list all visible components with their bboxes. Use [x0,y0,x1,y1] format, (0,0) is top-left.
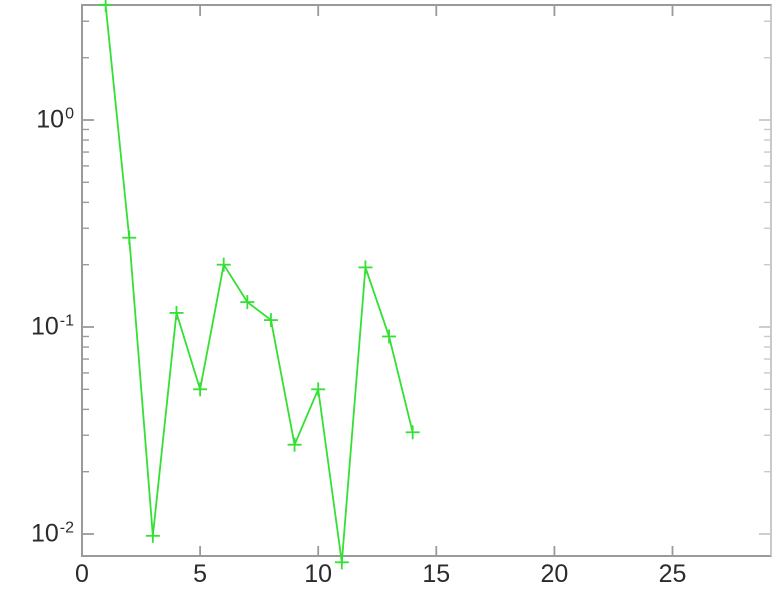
y-axis-minor-ticks [82,20,89,473]
x-tick-label-5: 5 [193,560,208,588]
x-tick-label-15: 15 [422,560,451,588]
x-tick-label-20: 20 [540,560,569,588]
y-tick-label-1e0: 100 [36,105,74,134]
y-axis-tick-labels: 100 10-1 10-2 [0,0,74,600]
data-point-marker [358,260,373,275]
data-point-marker [287,437,302,452]
data-point-marker [405,425,420,440]
x-axis-major-ticks [81,546,674,557]
x-tick-label-25: 25 [658,560,687,588]
series-markers-residual [98,0,420,570]
x-axis-major-ticks-top [81,5,674,16]
data-point-marker [193,382,208,397]
y-tick-label-1e-2: 10-2 [30,519,74,548]
y-tick-exponent: -1 [59,312,74,330]
y-axis-major-ticks-right [759,119,771,535]
axes-frame [81,4,772,557]
y-tick-label-1e-1: 10-1 [30,312,74,341]
data-point-marker [240,295,255,310]
data-point-marker [98,0,113,12]
series-line-residual [104,3,414,564]
x-tick-label-0: 0 [75,560,89,588]
data-point-marker [334,555,349,570]
y-tick-mantissa: 10 [30,312,59,341]
y-axis-minor-ticks-right [764,20,771,473]
y-tick-mantissa: 10 [30,519,59,548]
y-tick-mantissa: 10 [36,105,65,134]
x-tick-label-10: 10 [304,560,333,588]
data-point-marker [145,528,160,543]
data-point-marker [263,313,278,328]
data-point-marker [382,329,397,344]
data-point-marker [311,382,326,397]
y-tick-exponent: 0 [65,105,74,123]
data-point-marker [122,230,137,245]
y-tick-exponent: -2 [59,519,74,537]
data-point-marker [169,305,184,320]
data-point-marker [216,257,231,272]
y-axis-major-ticks [82,119,94,535]
